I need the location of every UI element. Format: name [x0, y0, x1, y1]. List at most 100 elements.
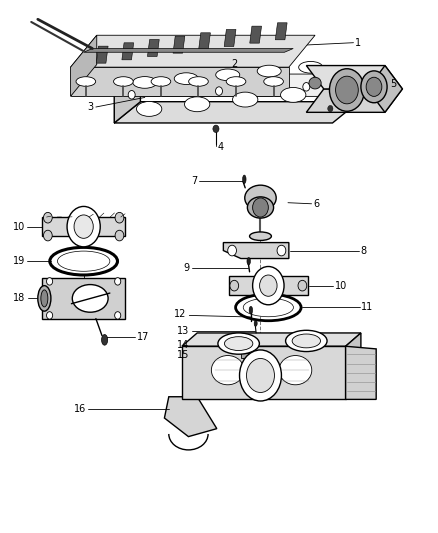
Polygon shape	[306, 66, 403, 89]
Polygon shape	[224, 29, 236, 46]
Text: 16: 16	[74, 404, 86, 414]
Circle shape	[115, 212, 124, 223]
Ellipse shape	[264, 77, 283, 86]
Circle shape	[328, 106, 333, 112]
Text: 14: 14	[177, 340, 189, 350]
Ellipse shape	[216, 69, 240, 80]
Polygon shape	[346, 346, 376, 399]
Polygon shape	[346, 333, 361, 399]
Ellipse shape	[151, 77, 171, 86]
Polygon shape	[182, 346, 346, 399]
Polygon shape	[182, 333, 361, 346]
Text: 1: 1	[355, 38, 361, 47]
Bar	[241, 353, 254, 358]
Text: 7: 7	[191, 176, 197, 187]
Polygon shape	[114, 74, 141, 123]
Polygon shape	[148, 39, 159, 56]
Polygon shape	[42, 278, 125, 319]
Circle shape	[253, 266, 284, 305]
Polygon shape	[114, 74, 359, 96]
Circle shape	[247, 359, 275, 392]
Circle shape	[361, 71, 387, 103]
Ellipse shape	[249, 306, 253, 314]
Text: 3: 3	[88, 102, 94, 112]
Circle shape	[115, 230, 124, 241]
Ellipse shape	[247, 197, 274, 218]
Ellipse shape	[113, 77, 133, 86]
Circle shape	[128, 91, 135, 99]
Circle shape	[115, 312, 121, 319]
Circle shape	[230, 280, 239, 291]
Ellipse shape	[137, 101, 162, 116]
Ellipse shape	[286, 330, 327, 352]
Ellipse shape	[224, 337, 253, 351]
Ellipse shape	[212, 356, 244, 385]
Ellipse shape	[281, 87, 306, 102]
Polygon shape	[250, 26, 261, 43]
Ellipse shape	[279, 356, 312, 385]
Text: 9: 9	[183, 263, 189, 273]
Ellipse shape	[41, 290, 48, 307]
Polygon shape	[114, 102, 359, 123]
Polygon shape	[122, 43, 134, 60]
Polygon shape	[367, 66, 403, 112]
Ellipse shape	[245, 185, 276, 211]
Polygon shape	[173, 36, 185, 53]
Ellipse shape	[233, 92, 258, 107]
Ellipse shape	[174, 73, 198, 85]
Ellipse shape	[102, 335, 108, 345]
Polygon shape	[237, 342, 254, 349]
Text: 13: 13	[177, 326, 189, 336]
Ellipse shape	[189, 77, 208, 86]
Ellipse shape	[247, 257, 251, 265]
Ellipse shape	[226, 77, 246, 86]
Circle shape	[240, 350, 282, 401]
Circle shape	[46, 278, 53, 285]
Ellipse shape	[243, 175, 246, 183]
Circle shape	[303, 83, 310, 91]
Circle shape	[115, 278, 121, 285]
Ellipse shape	[133, 77, 157, 88]
Ellipse shape	[38, 286, 51, 311]
Ellipse shape	[184, 97, 210, 112]
Circle shape	[43, 230, 52, 241]
Circle shape	[215, 87, 223, 95]
Text: 17: 17	[137, 332, 149, 342]
Ellipse shape	[257, 65, 281, 77]
Polygon shape	[84, 49, 293, 52]
Text: 6: 6	[313, 199, 319, 209]
Polygon shape	[306, 89, 403, 112]
Ellipse shape	[292, 334, 321, 348]
Text: 19: 19	[12, 256, 25, 266]
Polygon shape	[229, 276, 307, 295]
Text: 5: 5	[390, 79, 396, 89]
Circle shape	[43, 212, 52, 223]
Text: 8: 8	[360, 246, 366, 255]
Circle shape	[366, 77, 382, 96]
Circle shape	[338, 78, 345, 86]
Circle shape	[46, 312, 53, 319]
Polygon shape	[276, 23, 287, 40]
Ellipse shape	[76, 77, 95, 86]
Ellipse shape	[254, 320, 257, 326]
Circle shape	[228, 245, 237, 256]
Circle shape	[242, 348, 253, 360]
Circle shape	[336, 76, 358, 104]
Polygon shape	[42, 217, 125, 236]
Ellipse shape	[250, 232, 272, 240]
Circle shape	[260, 275, 277, 296]
Polygon shape	[71, 35, 97, 96]
Ellipse shape	[72, 285, 108, 312]
Polygon shape	[164, 397, 217, 437]
Text: 15: 15	[177, 350, 189, 360]
Ellipse shape	[309, 77, 321, 89]
Text: 18: 18	[12, 293, 25, 303]
Text: 2: 2	[232, 60, 238, 69]
Ellipse shape	[243, 298, 293, 317]
Ellipse shape	[218, 333, 259, 354]
Ellipse shape	[299, 61, 323, 73]
Circle shape	[277, 245, 286, 256]
Polygon shape	[223, 243, 289, 259]
Circle shape	[298, 280, 307, 291]
Polygon shape	[71, 35, 315, 67]
